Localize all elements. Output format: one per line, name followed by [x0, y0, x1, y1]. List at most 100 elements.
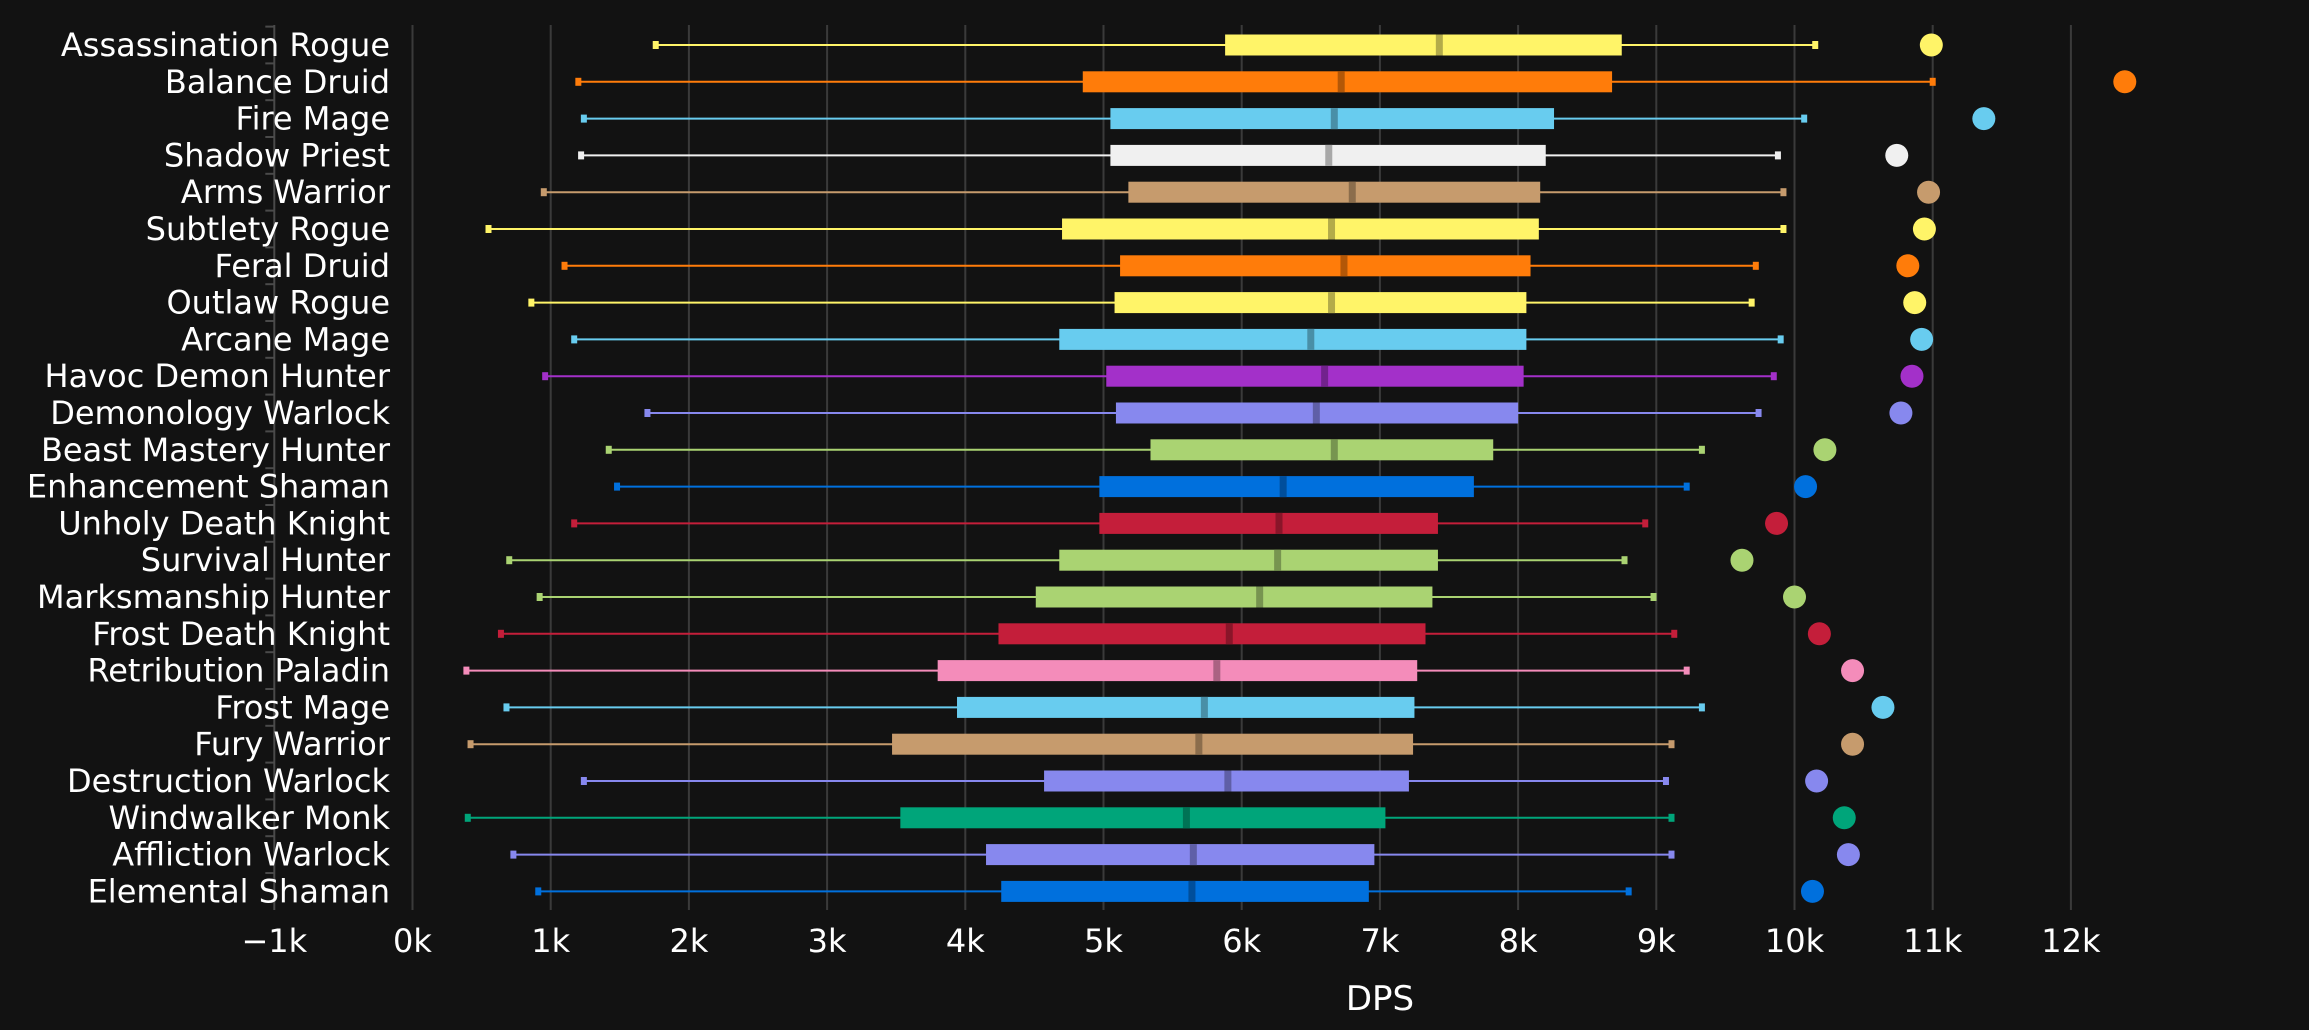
iqr-box	[900, 807, 1386, 829]
iqr-box	[1062, 218, 1539, 240]
whisker-cap-min	[561, 261, 568, 270]
outlier-point	[1813, 438, 1837, 462]
x-tick-label: 7k	[1360, 922, 1399, 960]
iqr-box	[1106, 365, 1524, 387]
whisker-cap-min	[506, 556, 513, 565]
x-tick-label: 10k	[1765, 922, 1825, 960]
x-tick-label: −1k	[241, 922, 307, 960]
median-mark	[1195, 733, 1203, 755]
whisker-cap-max	[1683, 482, 1690, 491]
whisker-cap-min	[464, 813, 471, 822]
median-mark	[1348, 181, 1356, 203]
outlier-point	[1832, 806, 1856, 830]
category-label: Subtlety Rogue	[146, 210, 390, 248]
iqr-box	[1225, 34, 1622, 56]
median-mark	[1275, 512, 1283, 534]
whisker-cap-max	[1642, 519, 1649, 528]
whisker-cap-max	[1777, 335, 1784, 344]
box-row	[506, 548, 1754, 572]
outlier-point	[1841, 732, 1865, 756]
whisker-cap-min	[528, 298, 535, 307]
outlier-point	[1800, 879, 1824, 903]
box-row	[561, 254, 1920, 278]
x-tick-label: 8k	[1499, 922, 1538, 960]
box-row	[540, 180, 1941, 204]
whisker-cap-min	[510, 850, 517, 859]
whisker-cap-min	[575, 77, 582, 86]
median-mark	[1200, 696, 1208, 718]
category-label: Balance Druid	[165, 63, 390, 101]
outlier-point	[1730, 548, 1754, 572]
median-mark	[1256, 586, 1264, 608]
whisker-cap-max	[1650, 593, 1657, 601]
x-tick-label: 0k	[393, 922, 432, 960]
box-row	[528, 291, 1927, 315]
category-label: Feral Druid	[215, 247, 390, 285]
box-row	[580, 769, 1829, 793]
x-tick-label: 2k	[669, 922, 708, 960]
iqr-box	[1082, 71, 1613, 93]
y-axis	[265, 25, 276, 910]
median-mark	[1307, 328, 1315, 350]
whisker-cap-min	[578, 151, 585, 160]
whisker-cap-min	[614, 482, 621, 491]
x-tick-label: 1k	[531, 922, 570, 960]
iqr-box	[1035, 586, 1433, 608]
whisker-cap-min	[571, 519, 578, 528]
outlier-point	[1805, 769, 1829, 793]
outlier-point	[1871, 695, 1895, 719]
iqr-box	[1059, 328, 1527, 350]
iqr-box	[937, 660, 1418, 682]
box-row	[542, 364, 1924, 388]
whisker-cap-min	[542, 372, 549, 381]
whisker-cap-max	[1698, 703, 1705, 712]
median-mark	[1340, 255, 1348, 277]
whisker-cap-max	[1621, 556, 1628, 565]
whisker-cap-min	[644, 409, 651, 417]
outlier-point	[1903, 291, 1927, 315]
whisker-cap-max	[1801, 114, 1808, 123]
whisker-cap-max	[1698, 445, 1705, 454]
outlier-point	[1917, 180, 1941, 204]
category-label: Shadow Priest	[164, 136, 390, 174]
iqr-box	[1059, 549, 1438, 571]
whisker-cap-max	[1671, 629, 1678, 638]
iqr-box	[1150, 439, 1494, 461]
whisker-cap-max	[1668, 850, 1675, 859]
median-mark	[1330, 108, 1338, 130]
category-label: Unholy Death Knight	[58, 504, 390, 542]
box-row	[578, 143, 1909, 167]
category-label: Arcane Mage	[181, 320, 390, 358]
median-mark	[1188, 880, 1196, 902]
gridlines	[411, 25, 2072, 910]
iqr-box	[1114, 292, 1527, 314]
x-tick-label: 11k	[1903, 922, 1963, 960]
category-label: Havoc Demon Hunter	[45, 357, 391, 395]
category-label: Destruction Warlock	[67, 762, 390, 800]
iqr-box	[986, 844, 1375, 866]
median-mark	[1337, 71, 1345, 93]
whisker-cap-min	[536, 593, 543, 601]
median-mark	[1312, 402, 1320, 424]
whisker-cap-min	[571, 335, 578, 344]
whisker-cap-min	[605, 445, 612, 454]
iqr-box	[892, 733, 1414, 755]
outlier-point	[1841, 659, 1865, 683]
box-row	[614, 475, 1818, 499]
median-mark	[1328, 218, 1336, 240]
whisker-cap-max	[1683, 666, 1690, 675]
category-label: Fury Warrior	[194, 725, 391, 763]
median-mark	[1279, 476, 1287, 498]
box-row	[503, 695, 1895, 719]
category-label: Elemental Shaman	[88, 872, 390, 910]
iqr-box	[957, 696, 1415, 718]
whisker-cap-max	[1780, 188, 1787, 197]
category-label: Beast Mastery Hunter	[41, 431, 391, 469]
median-mark	[1330, 439, 1338, 461]
category-label: Fire Mage	[236, 100, 391, 138]
box-row	[536, 585, 1806, 609]
box-row	[463, 659, 1865, 683]
median-mark	[1182, 807, 1190, 829]
whisker-cap-min	[580, 114, 587, 123]
